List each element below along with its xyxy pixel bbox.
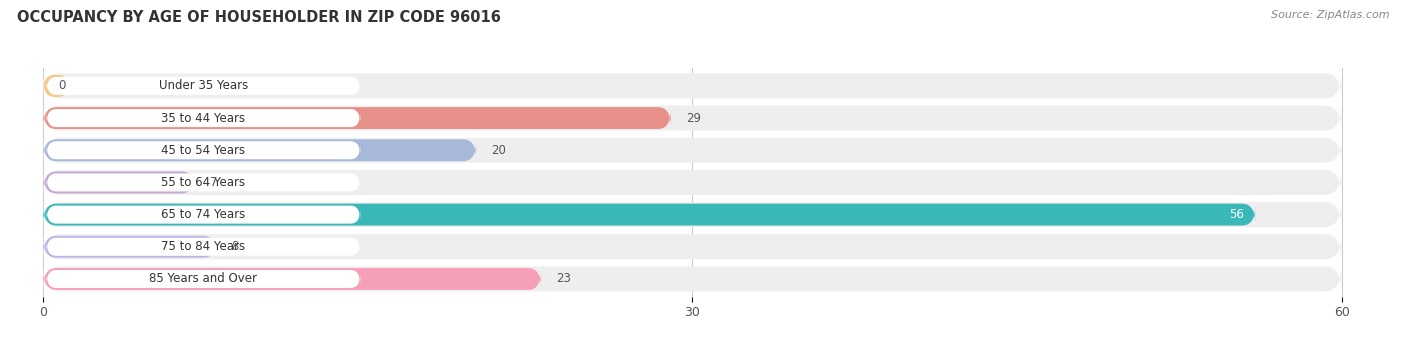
FancyBboxPatch shape <box>44 169 1341 196</box>
FancyBboxPatch shape <box>44 202 1341 228</box>
Text: 8: 8 <box>232 240 239 253</box>
FancyBboxPatch shape <box>44 105 1341 131</box>
FancyBboxPatch shape <box>46 77 360 95</box>
FancyBboxPatch shape <box>46 238 360 256</box>
Text: 85 Years and Over: 85 Years and Over <box>149 272 257 285</box>
Text: 65 to 74 Years: 65 to 74 Years <box>162 208 246 221</box>
Text: 45 to 54 Years: 45 to 54 Years <box>162 144 246 157</box>
FancyBboxPatch shape <box>44 73 1341 99</box>
FancyBboxPatch shape <box>44 107 671 129</box>
Text: 75 to 84 Years: 75 to 84 Years <box>162 240 246 253</box>
Text: Under 35 Years: Under 35 Years <box>159 79 247 92</box>
FancyBboxPatch shape <box>44 204 1256 225</box>
Text: 0: 0 <box>59 79 66 92</box>
Text: Source: ZipAtlas.com: Source: ZipAtlas.com <box>1271 10 1389 20</box>
Text: 29: 29 <box>686 112 702 124</box>
FancyBboxPatch shape <box>44 139 477 161</box>
FancyBboxPatch shape <box>44 266 1341 292</box>
FancyBboxPatch shape <box>46 141 360 159</box>
Text: 7: 7 <box>209 176 218 189</box>
FancyBboxPatch shape <box>44 172 195 193</box>
FancyBboxPatch shape <box>44 236 217 258</box>
FancyBboxPatch shape <box>44 234 1341 260</box>
FancyBboxPatch shape <box>46 270 360 288</box>
FancyBboxPatch shape <box>44 268 541 290</box>
Text: 55 to 64 Years: 55 to 64 Years <box>162 176 246 189</box>
FancyBboxPatch shape <box>46 206 360 224</box>
FancyBboxPatch shape <box>46 109 360 127</box>
Text: 35 to 44 Years: 35 to 44 Years <box>162 112 246 124</box>
Text: 20: 20 <box>491 144 506 157</box>
Text: 23: 23 <box>557 272 571 285</box>
FancyBboxPatch shape <box>46 174 360 191</box>
FancyBboxPatch shape <box>44 137 1341 163</box>
FancyBboxPatch shape <box>44 75 69 97</box>
Text: 56: 56 <box>1229 208 1244 221</box>
Text: OCCUPANCY BY AGE OF HOUSEHOLDER IN ZIP CODE 96016: OCCUPANCY BY AGE OF HOUSEHOLDER IN ZIP C… <box>17 10 501 25</box>
